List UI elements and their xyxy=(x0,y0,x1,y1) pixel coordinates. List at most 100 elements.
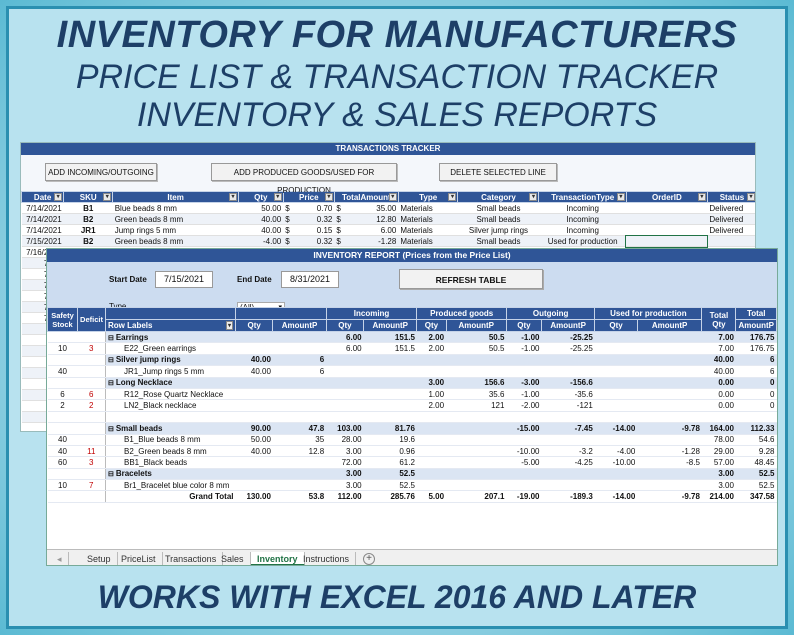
value-cell[interactable]: 5.00 xyxy=(416,490,447,503)
value-cell[interactable]: -1.00 xyxy=(506,331,542,344)
value-cell[interactable] xyxy=(416,468,447,481)
value-cell[interactable]: 2.00 xyxy=(416,331,447,344)
value-cell[interactable] xyxy=(416,479,447,492)
value-cell[interactable] xyxy=(416,411,447,424)
row-label-cell[interactable]: ⊟ Small beads xyxy=(105,422,236,435)
table-cell[interactable]: Incoming xyxy=(538,224,627,236)
value-cell[interactable] xyxy=(594,342,638,355)
table-cell[interactable]: 50.00 xyxy=(238,202,284,214)
filter-dropdown-icon[interactable]: ▾ xyxy=(388,193,397,201)
value-cell[interactable]: -15.00 xyxy=(506,422,542,435)
col-header-orderid[interactable]: OrderID ▾ xyxy=(625,191,708,203)
value-cell[interactable] xyxy=(446,468,507,481)
table-cell[interactable]: $0.32 xyxy=(283,213,335,225)
pivot-group-row[interactable]: ⊟ Long Necklace 3.00 156.6 -3.00 -156.6 0.00 0 xyxy=(47,377,777,389)
table-cell[interactable] xyxy=(707,235,755,247)
value-cell[interactable]: 40.00 xyxy=(701,365,736,378)
table-cell[interactable]: Used for production xyxy=(538,235,627,247)
value-cell[interactable]: 112.33 xyxy=(735,422,777,435)
value-cell[interactable] xyxy=(363,377,417,389)
value-cell[interactable]: 0 xyxy=(735,377,777,389)
value-cell[interactable]: -25.25 xyxy=(541,331,595,344)
value-cell[interactable]: 151.5 xyxy=(363,331,417,344)
value-cell[interactable] xyxy=(541,468,595,481)
value-cell[interactable]: 50.00 xyxy=(235,434,273,446)
table-cell[interactable]: 40.00 xyxy=(238,224,284,236)
value-cell[interactable]: -25.25 xyxy=(541,342,595,355)
value-cell[interactable] xyxy=(637,377,702,389)
table-cell[interactable]: Small beads xyxy=(457,202,539,214)
value-cell[interactable] xyxy=(637,411,702,424)
table-cell[interactable]: B1 xyxy=(63,202,113,214)
table-cell[interactable]: 7/16/2021 xyxy=(21,246,64,258)
value-cell[interactable]: 176.75 xyxy=(735,342,777,355)
value-cell[interactable]: 6.00 xyxy=(326,331,364,344)
col-header-status[interactable]: Status ▾ xyxy=(706,191,755,203)
value-cell[interactable]: 40.00 xyxy=(235,365,273,378)
table-cell[interactable]: JR1 xyxy=(63,224,113,236)
row-label-cell[interactable]: ⊟ Silver jump rings xyxy=(105,354,236,367)
value-cell[interactable]: 164.00 xyxy=(701,422,736,435)
col-header-totalamount[interactable]: TotalAmount ▾ xyxy=(333,191,399,203)
value-cell[interactable]: 6 xyxy=(272,365,327,378)
value-cell[interactable]: 28.00 xyxy=(326,434,364,446)
start-date-field[interactable]: 7/15/2021 xyxy=(155,271,213,288)
value-cell[interactable] xyxy=(272,388,327,401)
value-cell[interactable]: 0.00 xyxy=(701,388,736,401)
value-cell[interactable] xyxy=(637,354,702,367)
table-cell[interactable]: Materials xyxy=(398,213,458,225)
value-cell[interactable]: 7.00 xyxy=(701,331,736,344)
value-cell[interactable]: 54.6 xyxy=(735,434,777,446)
row-label-cell[interactable]: Grand Total xyxy=(105,490,236,503)
value-cell[interactable] xyxy=(541,411,595,424)
value-cell[interactable] xyxy=(594,365,638,378)
row-labels-header[interactable]: Row Labels ▾ xyxy=(105,319,236,332)
value-cell[interactable] xyxy=(363,411,417,424)
value-cell[interactable] xyxy=(326,399,364,412)
value-cell[interactable] xyxy=(506,354,542,367)
tab-transactions[interactable]: Transactions xyxy=(159,552,224,565)
pivot-item-row[interactable]: 60 3 BB1_Black beads 72.00 61.2 -5.00 -4.25 -10… xyxy=(47,456,777,469)
value-cell[interactable]: -1.00 xyxy=(506,342,542,355)
value-cell[interactable]: 48.45 xyxy=(735,456,777,469)
value-cell[interactable]: 29.00 xyxy=(701,445,736,458)
value-cell[interactable] xyxy=(446,411,507,424)
table-cell[interactable]: 7/15/2021 xyxy=(21,235,64,247)
table-cell[interactable]: 7/14/2021 xyxy=(21,224,64,236)
value-cell[interactable] xyxy=(235,399,273,412)
col-header-date[interactable]: Date ▾ xyxy=(21,191,65,203)
value-cell[interactable] xyxy=(701,411,736,424)
value-cell[interactable]: 40.00 xyxy=(701,354,736,367)
value-cell[interactable]: -3.00 xyxy=(506,377,542,389)
value-cell[interactable]: 12.8 xyxy=(272,445,327,458)
table-row[interactable]: 7/14/2021 B2 Green beads 8 mm 40.00 $0.32 $12… xyxy=(21,213,755,225)
value-cell[interactable] xyxy=(446,479,507,492)
table-cell[interactable]: Materials xyxy=(398,224,458,236)
value-cell[interactable]: 347.58 xyxy=(735,490,777,503)
table-cell[interactable]: Green beads 8 mm xyxy=(112,235,239,247)
value-cell[interactable] xyxy=(272,399,327,412)
value-cell[interactable] xyxy=(416,445,447,458)
table-cell[interactable]: B2 xyxy=(63,235,113,247)
value-cell[interactable]: 3.00 xyxy=(326,479,364,492)
value-cell[interactable]: 52.5 xyxy=(363,479,417,492)
value-cell[interactable] xyxy=(506,434,542,446)
pivot-group-row[interactable]: ⊟ Small beads 90.00 47.8 103.00 81.76 -15.00-… xyxy=(47,422,777,435)
table-row[interactable]: 7/14/2021 B1 Blue beads 8 mm 50.00 $0.70 $35.… xyxy=(21,202,755,214)
filter-dropdown-icon[interactable]: ▾ xyxy=(54,193,63,201)
value-cell[interactable] xyxy=(235,479,273,492)
table-cell[interactable]: Blue beads 8 mm xyxy=(112,202,239,214)
grand-total-row[interactable]: Grand Total 130.00 53.8 112.00 285.76 5.00 207… xyxy=(47,490,777,503)
value-cell[interactable] xyxy=(416,434,447,446)
filter-dropdown-icon[interactable]: ▾ xyxy=(324,193,333,201)
value-cell[interactable]: 52.5 xyxy=(735,479,777,492)
value-cell[interactable]: 52.5 xyxy=(735,468,777,481)
value-cell[interactable] xyxy=(272,411,327,424)
filter-dropdown-icon[interactable]: ▾ xyxy=(747,193,755,201)
value-cell[interactable] xyxy=(594,331,638,344)
row-label-cell[interactable]: R12_Rose Quartz Necklace xyxy=(105,388,236,401)
value-cell[interactable] xyxy=(363,399,417,412)
col-header-category[interactable]: Category ▾ xyxy=(457,191,540,203)
value-cell[interactable]: 2.00 xyxy=(416,342,447,355)
value-cell[interactable] xyxy=(735,411,777,424)
